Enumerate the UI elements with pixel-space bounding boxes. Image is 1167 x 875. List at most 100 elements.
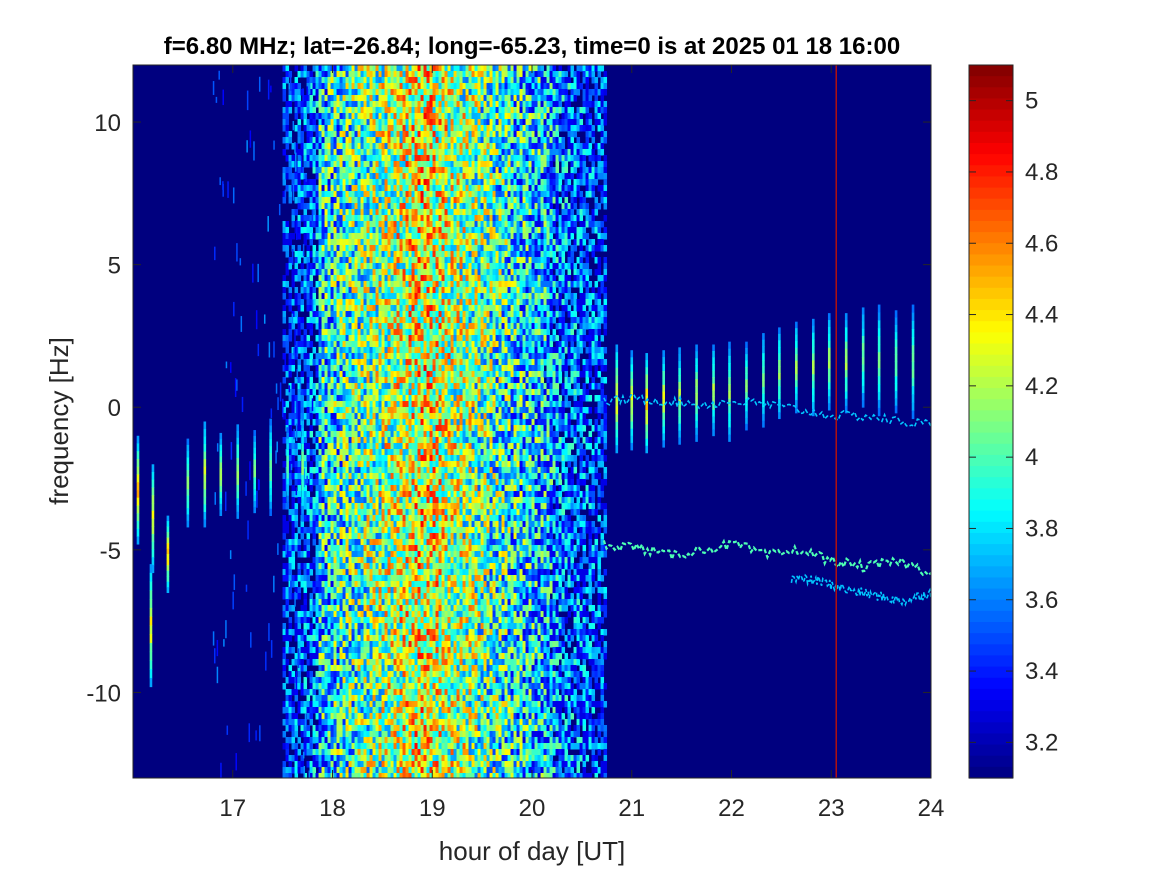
colorbar-segment xyxy=(969,365,1013,378)
streak-mark xyxy=(236,424,240,519)
colorbar-segment xyxy=(969,766,1013,779)
faint-speckle xyxy=(212,70,314,778)
colorbar-segment xyxy=(969,187,1013,200)
streak-mark xyxy=(645,353,649,454)
plot-area xyxy=(133,65,931,778)
colorbar-segment xyxy=(969,510,1013,523)
colorbar-segment xyxy=(969,76,1013,88)
colorbar-segment xyxy=(969,432,1013,445)
streak-mark xyxy=(253,430,256,514)
colorbar-segment xyxy=(969,98,1013,111)
colorbar: 3.2 3.4 3.6 3.8 4 4.2 4.4 4.6 4.8 5 xyxy=(968,64,1058,779)
x-tick-label: 18 xyxy=(319,795,346,822)
colorbar-segment xyxy=(969,622,1013,634)
streak-mark xyxy=(695,344,698,442)
colorbar-segment xyxy=(969,120,1013,133)
streak-mark xyxy=(911,304,915,420)
streak-mark xyxy=(745,341,748,431)
x-tick-label: 22 xyxy=(718,795,745,822)
colorbar-segment xyxy=(969,666,1013,679)
streak-mark xyxy=(301,412,304,522)
colorbar-segment xyxy=(969,499,1013,512)
colorbar-tick-label: 4.2 xyxy=(1025,373,1058,400)
x-tick-label: 20 xyxy=(519,795,546,822)
colorbar-segment xyxy=(969,722,1013,735)
y-axis-label: frequency [Hz] xyxy=(44,337,74,505)
colorbar-segment xyxy=(969,87,1013,100)
streak-mark xyxy=(203,421,207,528)
streak-mark xyxy=(762,333,765,428)
y-tick-label: 10 xyxy=(94,110,121,137)
colorbar-segment xyxy=(969,410,1013,423)
colorbar-segment xyxy=(969,65,1013,77)
y-tick-label: -5 xyxy=(100,538,121,565)
colorbar-segment xyxy=(969,232,1013,244)
streak-mark xyxy=(811,318,815,417)
streak-mark xyxy=(877,304,881,417)
x-axis-label: hour of day [UT] xyxy=(439,836,625,866)
x-tick-label: 21 xyxy=(618,795,645,822)
colorbar-segment xyxy=(969,700,1013,712)
colorbar-segment xyxy=(969,265,1013,278)
colorbar-segment xyxy=(969,142,1013,155)
colorbar-segment xyxy=(969,477,1013,489)
streak-mark xyxy=(269,418,272,517)
colorbar-segment xyxy=(969,454,1013,467)
colorbar-segment xyxy=(969,176,1013,189)
colorbar-segment xyxy=(969,532,1013,545)
colorbar-segment xyxy=(969,287,1013,300)
colorbar-segment xyxy=(969,198,1013,211)
streak-mark xyxy=(219,432,223,517)
colorbar-segment xyxy=(969,555,1013,567)
streak-mark xyxy=(795,321,798,414)
colorbar-segment xyxy=(969,610,1013,623)
colorbar-segment xyxy=(969,744,1013,757)
chart-title: f=6.80 MHz; lat=-26.84; long=-65.23, tim… xyxy=(164,33,900,60)
colorbar-segment xyxy=(969,566,1013,579)
colorbar-segment xyxy=(969,443,1013,456)
streak-mark xyxy=(712,344,715,437)
streak-mark xyxy=(166,515,170,594)
colorbar-segment xyxy=(969,209,1013,222)
streak-mark xyxy=(615,344,619,454)
x-tick-label: 19 xyxy=(419,795,446,822)
x-tick-label: 24 xyxy=(918,795,945,822)
colorbar-tick-label: 4.8 xyxy=(1025,159,1058,186)
y-tick-label: -10 xyxy=(86,680,121,707)
colorbar-segment xyxy=(969,354,1013,367)
colorbar-segment xyxy=(969,243,1013,255)
colorbar-segment xyxy=(969,588,1013,601)
colorbar-tick-label: 5 xyxy=(1025,88,1038,115)
colorbar-segment xyxy=(969,711,1013,723)
streak-mark xyxy=(678,347,681,445)
colorbar-segment xyxy=(969,254,1013,267)
colorbar-tick-label: 4.4 xyxy=(1025,302,1058,329)
colorbar-segment xyxy=(969,376,1013,389)
y-tick-label: 0 xyxy=(108,395,121,422)
colorbar-segment xyxy=(969,399,1013,411)
streak-mark xyxy=(728,341,731,442)
lower-trace-line xyxy=(602,538,931,577)
colorbar-segment xyxy=(969,577,1013,590)
streak-mark xyxy=(149,564,153,688)
colorbar-segment xyxy=(969,298,1013,311)
colorbar-segment xyxy=(969,688,1013,701)
colorbar-segment xyxy=(969,220,1013,233)
colorbar-segment xyxy=(969,131,1013,144)
colorbar-segment xyxy=(969,544,1013,556)
colorbar-segment xyxy=(969,165,1013,178)
colorbar-tick-label: 3.4 xyxy=(1025,658,1058,685)
streak-mark xyxy=(662,350,665,448)
colorbar-segment xyxy=(969,655,1013,668)
streak-mark xyxy=(861,307,865,408)
streak-mark xyxy=(286,427,289,508)
colorbar-tick-label: 4 xyxy=(1025,444,1038,471)
streak-mark xyxy=(827,313,831,411)
colorbar-segment xyxy=(969,521,1013,534)
streak-mark xyxy=(778,327,781,420)
colorbar-segment xyxy=(969,310,1013,322)
y-tick-label: 5 xyxy=(108,253,121,280)
x-tick-label: 17 xyxy=(219,795,246,822)
colorbar-segment xyxy=(969,599,1013,612)
